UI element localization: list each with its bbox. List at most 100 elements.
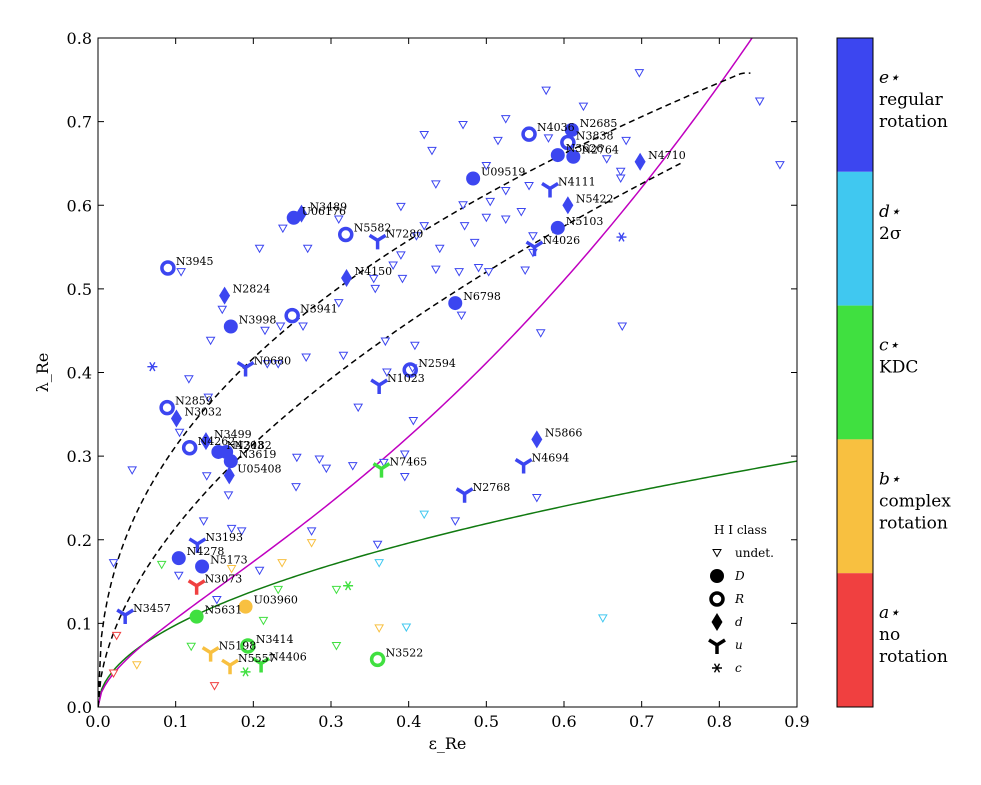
colorbar-description: no <box>879 625 900 645</box>
undetected-point <box>458 201 468 210</box>
galaxy-point <box>252 657 271 673</box>
colorbar-description: 2σ <box>879 224 902 244</box>
galaxy-label: N3522 <box>386 646 424 659</box>
undetected-point <box>331 585 342 595</box>
undetected-point <box>331 641 342 651</box>
undetected-point <box>347 462 358 471</box>
galaxy-point <box>238 599 253 614</box>
galaxy-label: N2764 <box>581 144 619 157</box>
magenta-helper <box>98 0 797 707</box>
undetected-point <box>127 466 138 475</box>
undetected-point <box>483 268 494 277</box>
legend-title: H I class <box>714 523 767 537</box>
undetected-point <box>485 197 496 207</box>
galaxy-label: N4036 <box>537 121 575 134</box>
undetected-point <box>108 669 119 679</box>
galaxy-point <box>195 559 210 574</box>
colorbar-symbol: d⋆ <box>879 202 901 222</box>
undetected-point <box>226 565 237 574</box>
undetected-point <box>427 146 437 156</box>
galaxy-label: U06176 <box>302 205 346 218</box>
undetected-point <box>450 517 461 526</box>
galaxy-point <box>219 286 231 305</box>
undetected-point <box>372 540 383 550</box>
legend-marker <box>712 663 722 673</box>
colorbar-symbol: b⋆ <box>879 469 901 489</box>
undetected-point <box>291 483 301 492</box>
undetected-point <box>374 559 385 568</box>
galaxy-label: U09519 <box>481 165 525 178</box>
galaxy-label: N4710 <box>648 149 686 162</box>
undetected-point <box>396 251 406 260</box>
colorbar-description: rotation <box>879 513 948 533</box>
colorbar-description: complex <box>879 491 951 511</box>
galaxy-point <box>455 487 474 503</box>
galaxy-point <box>514 458 533 474</box>
galaxy-label: N4262 <box>198 435 236 448</box>
undetected-point <box>198 517 209 526</box>
galaxy-point <box>466 171 481 186</box>
undetected-point <box>301 353 312 362</box>
galaxy-point <box>564 122 579 137</box>
colorbar-frame <box>836 37 874 708</box>
legend-label: d <box>735 615 743 629</box>
galaxy-label: U03960 <box>254 594 298 607</box>
undetected-point <box>291 453 302 463</box>
galaxy-label: N5866 <box>545 426 583 439</box>
colorbar-description: KDC <box>879 358 918 378</box>
galaxy-point <box>634 152 646 171</box>
galaxy-label: N1023 <box>387 372 425 385</box>
galaxy-label: N5557 <box>238 652 276 665</box>
undetected-point <box>516 207 527 217</box>
undetected-point <box>397 274 408 284</box>
galaxy-label: N3945 <box>176 255 214 268</box>
galaxy-point <box>369 651 386 668</box>
undetected-point <box>531 493 542 503</box>
galaxy-point <box>368 233 387 250</box>
colorbar-segment <box>837 305 873 440</box>
undetected-point <box>454 268 465 277</box>
undetected-point <box>419 131 430 140</box>
undetected-point <box>399 473 410 482</box>
x-tick-label: 0.7 <box>629 712 654 731</box>
undetected-point <box>617 322 628 332</box>
galaxy-point <box>541 182 559 198</box>
galaxy-label: N3193 <box>205 531 243 544</box>
galaxy-label: N4694 <box>532 451 570 464</box>
galaxy-point <box>402 362 418 378</box>
undetected-point <box>543 134 554 143</box>
undetected-point <box>174 428 185 438</box>
undetected-point <box>541 86 551 96</box>
undetected-point <box>353 403 364 413</box>
undetected-point <box>401 623 412 633</box>
undetected-point <box>306 539 317 548</box>
kinematic-colorbar: e⋆regularrotationd⋆2σc⋆KDCb⋆complexrotat… <box>836 37 951 708</box>
galaxy-label: N3032 <box>184 405 222 418</box>
galaxy-point <box>560 134 576 151</box>
axes: 0.0 0.1 0.2 0.3 0.4 0.5 0.6 0.7 0.8 0.9 0.0 0.1 0.2 0… <box>33 29 810 753</box>
x-tick-label: 0.0 <box>85 712 110 731</box>
galaxy-point <box>223 454 238 469</box>
colorbar-symbol: c⋆ <box>879 336 900 356</box>
legend-label: D <box>734 569 745 583</box>
undetected-point <box>500 187 511 196</box>
undetected-point <box>338 351 349 361</box>
undetected-point <box>456 311 467 321</box>
undetected-point <box>459 222 470 231</box>
y-tick-label: 0.5 <box>67 280 92 299</box>
undetected-point <box>306 527 317 536</box>
galaxy-point <box>160 260 176 276</box>
undetected-point <box>469 238 480 248</box>
undetected-point <box>524 182 534 191</box>
x-tick-label: 0.3 <box>318 712 343 731</box>
undetected-point <box>302 244 313 254</box>
legend-label: undet. <box>735 546 774 560</box>
undetected-point <box>173 571 184 581</box>
legend-label: u <box>735 638 743 652</box>
galaxy-label: N2685 <box>580 117 618 130</box>
undetected-point <box>411 232 422 241</box>
galaxy-label: N4406 <box>269 651 307 664</box>
colorbar-segment <box>837 171 873 306</box>
galaxy-label: N7465 <box>389 456 427 469</box>
